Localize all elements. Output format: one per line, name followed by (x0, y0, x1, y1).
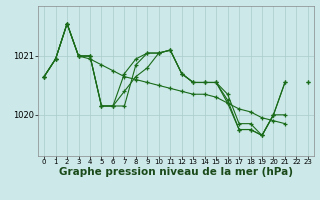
X-axis label: Graphe pression niveau de la mer (hPa): Graphe pression niveau de la mer (hPa) (59, 167, 293, 177)
